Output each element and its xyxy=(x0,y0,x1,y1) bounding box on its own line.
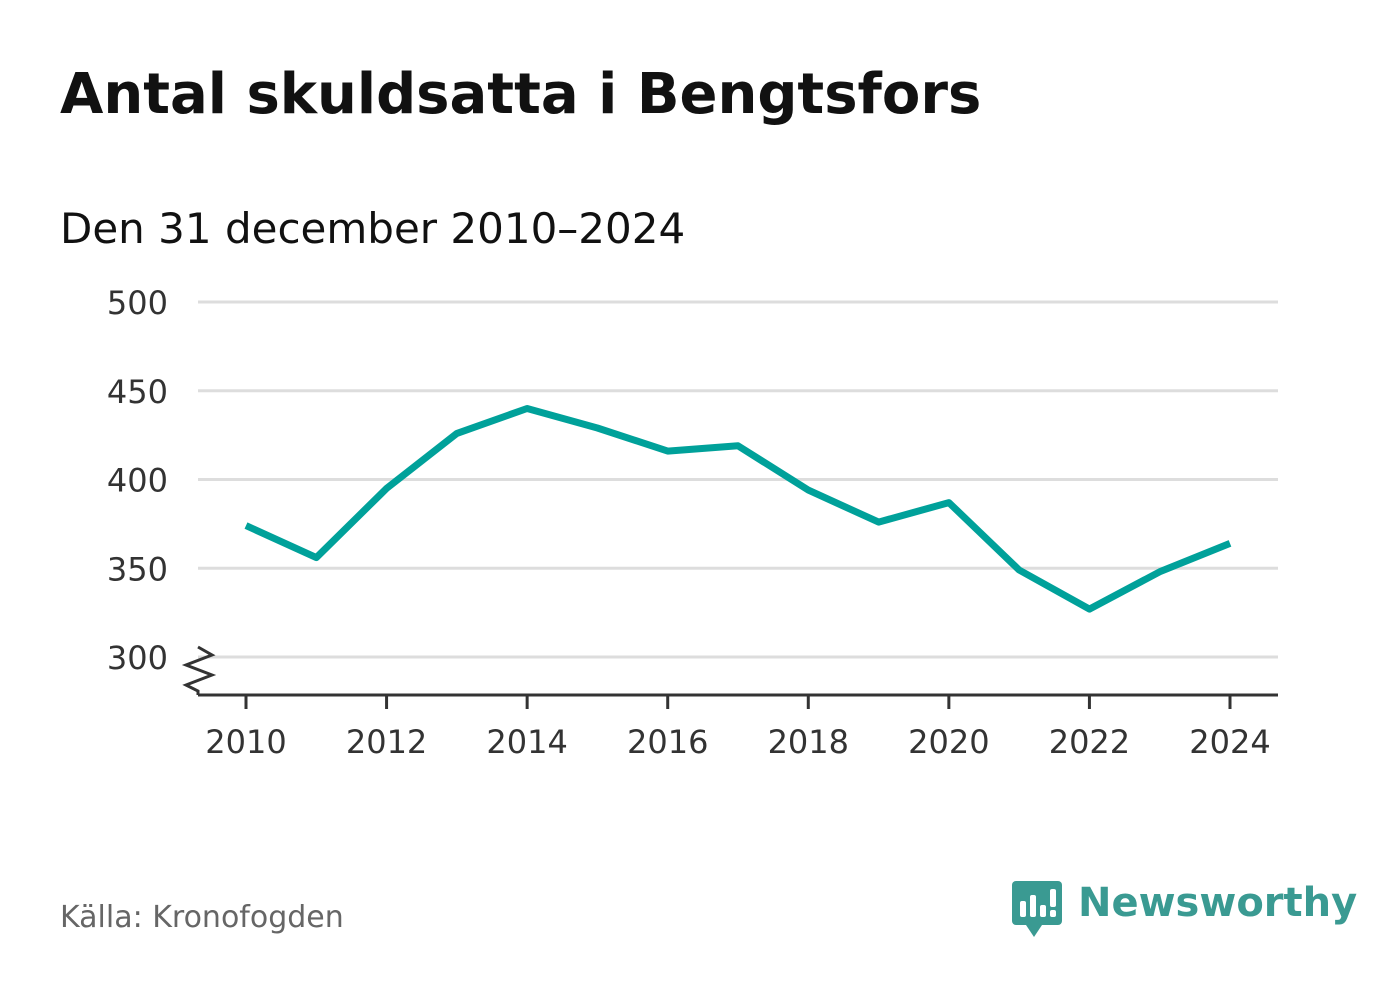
y-tick-label: 350 xyxy=(107,550,168,588)
x-tick-label: 2010 xyxy=(205,723,286,761)
x-tick-label: 2022 xyxy=(1049,723,1130,761)
x-tick-label: 2012 xyxy=(346,723,427,761)
y-tick-label: 400 xyxy=(107,462,168,500)
x-tick-label: 2018 xyxy=(768,723,849,761)
chart-title: Antal skuldsatta i Bengtsfors xyxy=(60,62,982,127)
chart-subtitle: Den 31 december 2010–2024 xyxy=(60,204,686,253)
x-axis-ticks: 2010 2012 2014 2016 2018 2020 2022 2024 xyxy=(205,695,1271,761)
axis-break-icon xyxy=(181,645,217,695)
y-axis-ticks: 300 350 400 450 500 xyxy=(107,284,168,677)
y-tick-label: 500 xyxy=(107,284,168,322)
series-line-0 xyxy=(244,405,1232,613)
x-tick-label: 2014 xyxy=(486,723,567,761)
source-note: Källa: Kronofogden xyxy=(60,900,344,935)
x-tick-label: 2024 xyxy=(1189,723,1270,761)
series xyxy=(244,405,1232,613)
y-tick-label: 450 xyxy=(107,373,168,411)
x-tick-label: 2020 xyxy=(908,723,989,761)
y-tick-label: 300 xyxy=(107,639,168,677)
grid-lines xyxy=(198,300,1278,659)
brand: Newsworthy xyxy=(1012,878,1357,940)
x-axis xyxy=(181,645,1278,697)
brand-name: Newsworthy xyxy=(1078,880,1358,926)
x-tick-label: 2016 xyxy=(627,723,708,761)
newsworthy-logo-icon xyxy=(1012,881,1062,937)
